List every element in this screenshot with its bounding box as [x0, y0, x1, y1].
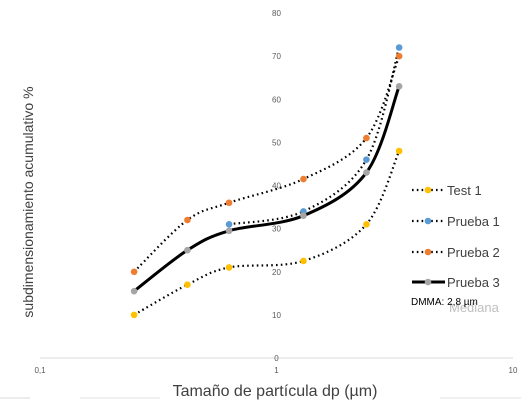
prueba-3-line [133, 85, 401, 293]
prueba-1-point [225, 221, 233, 228]
x-tick-label: 0,1 [34, 366, 46, 375]
y-tick-label: 20 [272, 268, 281, 277]
x-tick-label: 1 [274, 366, 279, 375]
x-tick-label: 10 [509, 366, 518, 375]
prueba-2-point [225, 199, 233, 207]
legend-prueba-2-label: Prueba 2 [447, 245, 500, 260]
test-1-point [300, 257, 307, 265]
y-tick-label: 70 [272, 52, 281, 61]
prueba-3-point [363, 169, 370, 176]
test-1-point [130, 311, 138, 319]
legend: Test 1 Prueba 1 Prueba 2 Prueba 3 [412, 183, 500, 290]
annotation-dmma: DMMA: 2,8 µm [411, 297, 478, 308]
test-1-point [184, 281, 191, 288]
prueba-3-point [395, 83, 403, 90]
legend-test-1-marker [424, 186, 432, 194]
prueba-3-point [184, 246, 191, 254]
y-tick-label: 80 [272, 9, 281, 18]
x-axis-title: Tamaño de partícula dp (µm) [173, 383, 378, 400]
y-tick-label: 0 [274, 354, 279, 363]
y-tick-label: 40 [272, 182, 281, 191]
prueba-2-point [363, 134, 370, 142]
prueba-2-point [300, 175, 307, 183]
legend-test-1-label: Test 1 [447, 183, 482, 198]
test-1-point [225, 264, 233, 271]
legend-prueba-1-marker [424, 217, 432, 225]
test-1-point [395, 147, 403, 155]
prueba-3-point [225, 227, 233, 235]
y-tick-label: 60 [272, 95, 281, 104]
legend-prueba-1-label: Prueba 1 [447, 214, 500, 229]
bottom-edge-lines [0, 397, 521, 399]
prueba-1-point [363, 156, 370, 163]
y-tick-label: 50 [272, 138, 281, 147]
annotation-mediana: Mediana [449, 300, 500, 315]
y-tick-label: 30 [272, 225, 281, 234]
y-tick-label: 10 [272, 311, 281, 320]
prueba-3-point [300, 212, 307, 219]
legend-prueba-3-marker [424, 278, 432, 286]
legend-prueba-2-marker [424, 248, 432, 256]
test-1-point [363, 221, 370, 228]
prueba-2-point [184, 216, 191, 224]
prueba-1-point [395, 44, 403, 51]
y-axis-title: subdimensionamiento acumulativo % [20, 86, 36, 317]
legend-prueba-3-label: Prueba 3 [447, 275, 500, 290]
prueba-2-point [130, 268, 138, 276]
prueba-3-point [130, 287, 138, 295]
prueba-2-line [133, 55, 401, 273]
prueba-2-point [395, 52, 403, 60]
